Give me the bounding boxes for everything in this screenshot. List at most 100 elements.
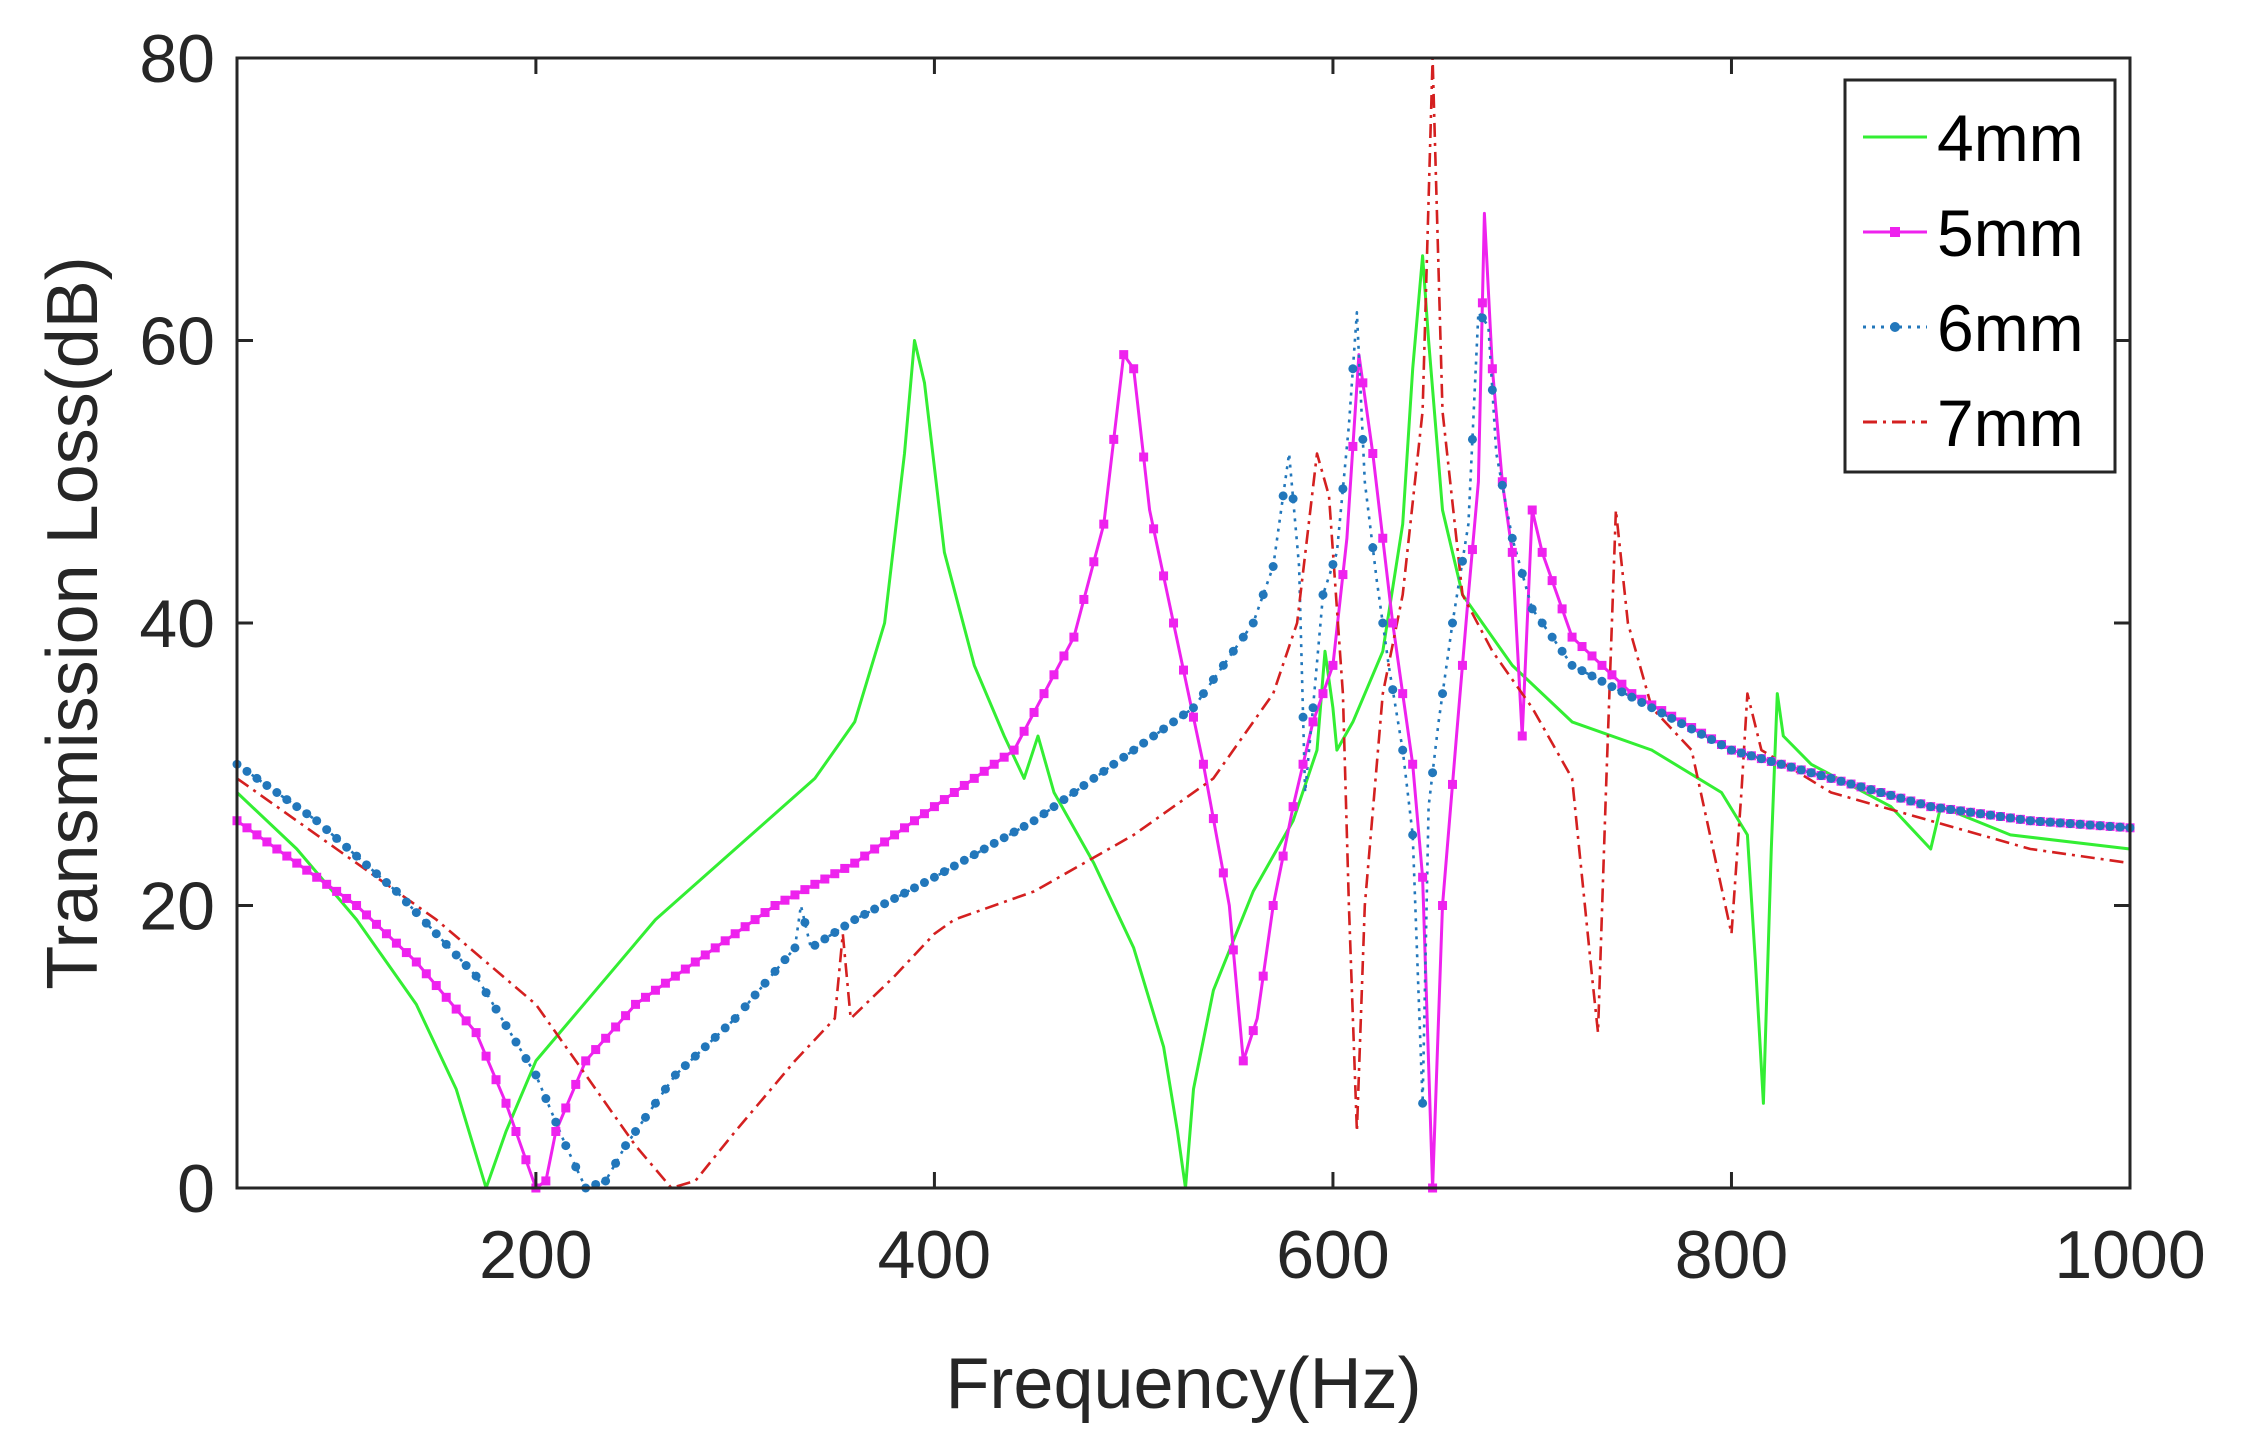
marker-5mm [441, 992, 451, 1002]
marker-5mm [1129, 364, 1139, 374]
marker-6mm [312, 816, 322, 826]
marker-5mm [1109, 434, 1119, 444]
marker-6mm [1278, 491, 1288, 501]
marker-6mm [1946, 804, 1956, 814]
marker-6mm [1368, 543, 1378, 553]
marker-5mm [670, 971, 680, 981]
marker-6mm [1577, 666, 1587, 676]
marker-5mm [870, 844, 880, 854]
marker-5mm [541, 1176, 551, 1186]
marker-5mm [272, 844, 282, 854]
marker-5mm [501, 1098, 511, 1108]
marker-6mm [2085, 820, 2095, 830]
legend-label-5mm: 5mm [1937, 196, 2084, 270]
marker-6mm [521, 1054, 531, 1064]
marker-6mm [1677, 719, 1687, 729]
marker-5mm [1398, 689, 1408, 699]
marker-6mm [461, 961, 471, 971]
marker-5mm [621, 1011, 631, 1021]
marker-6mm [411, 908, 421, 918]
series-line-6mm [236, 311, 2131, 1190]
marker-5mm [481, 1051, 491, 1061]
marker-5mm [1328, 660, 1338, 670]
marker-6mm [1487, 385, 1497, 395]
marker-5mm [1159, 571, 1169, 581]
marker-5mm [1448, 779, 1458, 789]
marker-6mm [1966, 807, 1976, 817]
marker-5mm [461, 1016, 471, 1026]
y-tick-label: 20 [139, 869, 215, 945]
marker-6mm [1776, 759, 1786, 769]
marker-5mm [1368, 449, 1378, 458]
marker-5mm [1597, 660, 1607, 670]
marker-5mm [491, 1075, 501, 1085]
marker-6mm [1348, 364, 1358, 374]
marker-5mm [292, 858, 302, 868]
marker-5mm [999, 752, 1009, 762]
marker-5mm [431, 981, 441, 991]
marker-6mm [1119, 752, 1129, 762]
marker-6mm [352, 851, 362, 861]
marker-6mm [1109, 759, 1119, 769]
marker-6mm [989, 838, 999, 848]
marker-6mm [611, 1158, 621, 1168]
marker-6mm [1886, 790, 1896, 800]
marker-6mm [1388, 685, 1398, 695]
marker-5mm [1408, 759, 1418, 769]
marker-6mm [650, 1098, 660, 1108]
marker-6mm [371, 869, 381, 879]
marker-6mm [2065, 819, 2075, 829]
marker-6mm [1497, 480, 1507, 490]
marker-6mm [511, 1037, 521, 1047]
marker-6mm [1717, 740, 1727, 750]
marker-6mm [1218, 660, 1228, 670]
marker-5mm [282, 851, 292, 861]
marker-6mm [1129, 745, 1139, 755]
marker-6mm [471, 971, 481, 981]
marker-5mm [1139, 452, 1149, 462]
marker-5mm [900, 823, 910, 833]
marker-6mm [421, 918, 431, 928]
legend-label-6mm: 6mm [1937, 291, 2084, 365]
marker-6mm [750, 990, 760, 1000]
marker-6mm [252, 773, 262, 783]
marker-5mm [1507, 547, 1517, 557]
marker-5mm [381, 929, 391, 939]
marker-6mm [1208, 675, 1218, 684]
y-tick-label: 0 [177, 1151, 215, 1227]
marker-5mm [680, 964, 690, 974]
marker-6mm [1517, 569, 1527, 579]
marker-6mm [1418, 1098, 1428, 1108]
marker-5mm [830, 869, 840, 879]
marker-5mm [1258, 971, 1268, 981]
marker-6mm [1059, 795, 1069, 805]
marker-5mm [1218, 868, 1228, 878]
x-tick-label: 800 [1675, 1217, 1788, 1293]
marker-5mm [1438, 901, 1448, 910]
marker-6mm [1597, 676, 1607, 686]
marker-6mm [1159, 724, 1169, 734]
marker-5mm [730, 929, 740, 939]
marker-6mm [1657, 708, 1667, 718]
marker-5mm [710, 943, 720, 953]
marker-5mm [1288, 802, 1298, 812]
marker-6mm [1697, 729, 1707, 739]
marker-5mm [780, 895, 790, 905]
marker-5mm [1069, 632, 1079, 642]
marker-5mm [820, 874, 830, 884]
marker-5mm [322, 879, 332, 889]
marker-6mm [770, 966, 780, 976]
marker-5mm [1527, 505, 1537, 515]
marker-6mm [660, 1084, 670, 1094]
marker-6mm [1587, 671, 1597, 681]
marker-6mm [760, 978, 770, 988]
marker-5mm [471, 1028, 481, 1038]
marker-5mm [342, 893, 352, 903]
marker-5mm [1298, 759, 1308, 769]
marker-6mm [1298, 712, 1308, 722]
marker-6mm [541, 1094, 551, 1104]
marker-6mm [1726, 745, 1736, 755]
marker-5mm [421, 969, 431, 979]
marker-6mm [1467, 434, 1477, 444]
